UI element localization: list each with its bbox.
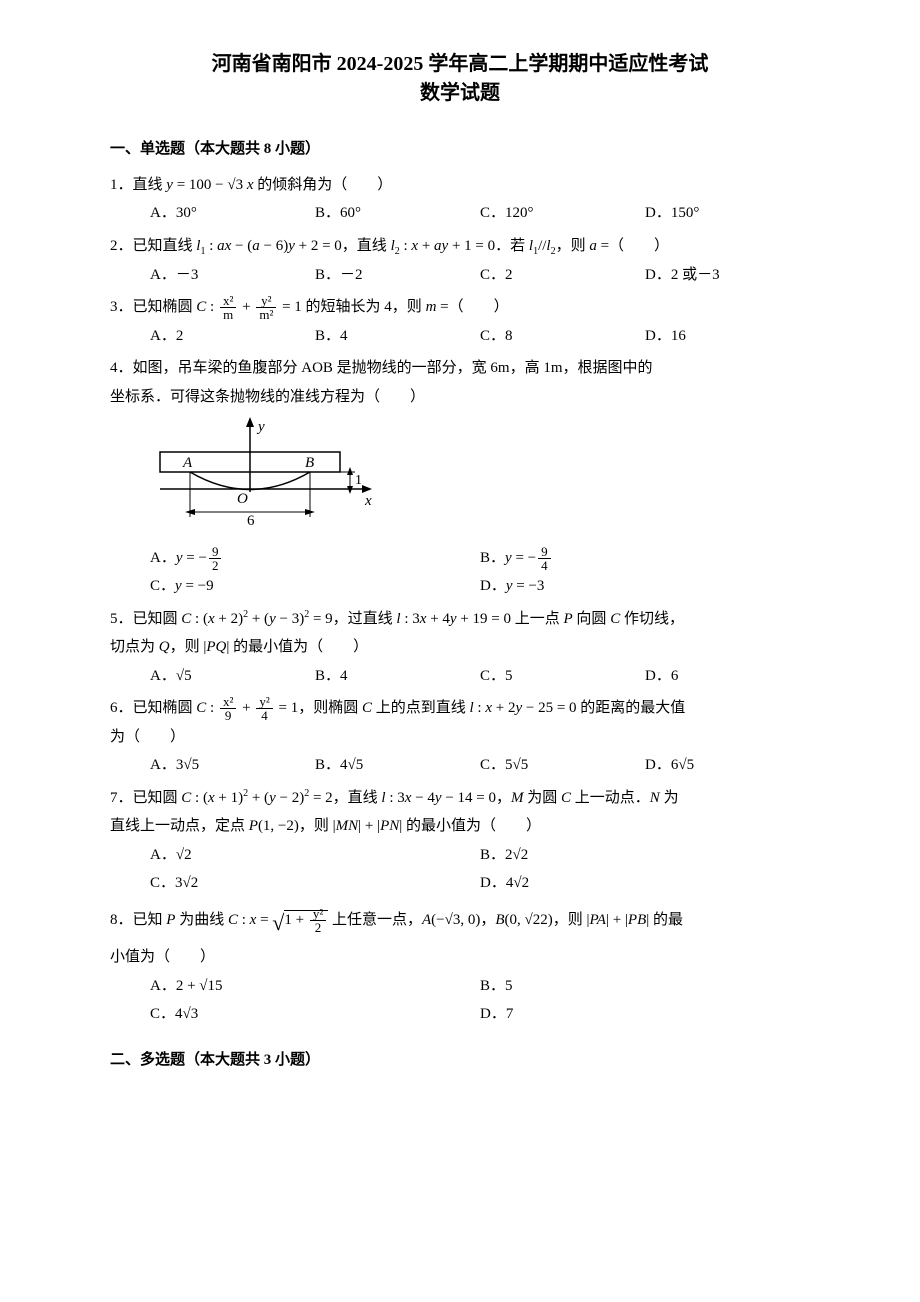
q8-opt-c: C．4√3	[150, 1000, 480, 1029]
section-1-header: 一、单选题（本大题共 8 小题）	[110, 138, 810, 161]
q3-opt-a: A．2	[150, 322, 315, 351]
q7-opt-c: C．3√2	[150, 869, 480, 898]
q5-opt-b: B．4	[315, 662, 480, 691]
q2-opt-d: D．2 或－3	[645, 261, 810, 290]
q7-opt-a: A．√2	[150, 841, 480, 870]
q4-opt-c: C．y = −9	[150, 572, 480, 601]
parabola-beam-icon: y x A B O 6 1	[150, 417, 380, 527]
q1-options: A．30° B．60° C．120° D．150°	[110, 199, 810, 228]
q7-opt-d: D．4√2	[480, 869, 810, 898]
q2-opt-b: B．－2	[315, 261, 480, 290]
q3-num1: x²	[220, 294, 236, 308]
q3-den1: m	[220, 308, 236, 321]
q4-stem-2: 坐标系．可得这条抛物线的准线方程为（ ）	[110, 383, 810, 412]
q8-opt-d: D．7	[480, 1000, 810, 1029]
q4-stem-1: 4．如图，吊车梁的鱼腹部分 AOB 是抛物线的一部分，宽 6m，高 1m，根据图…	[110, 354, 810, 383]
q8-sqrt-den: 2	[310, 921, 326, 934]
q8-options-row1: A．2 + √15 B．5	[110, 972, 810, 1001]
q3-opt-b: B．4	[315, 322, 480, 351]
q5-opt-a: A．√5	[150, 662, 315, 691]
q2-options: A．－3 B．－2 C．2 D．2 或－3	[110, 261, 810, 290]
q3-options: A．2 B．4 C．8 D．16	[110, 322, 810, 351]
q3-opt-d: D．16	[645, 322, 810, 351]
q2-opt-c: C．2	[480, 261, 645, 290]
q4-a-num: 9	[209, 545, 222, 559]
q7-options-row1: A．√2 B．2√2	[110, 841, 810, 870]
q6-den1: 9	[220, 709, 236, 722]
q4-options-row1: A．y = −92 B．y = −94	[110, 544, 810, 573]
origin-label: O	[237, 491, 248, 507]
q7-options-row2: C．3√2 D．4√2	[110, 869, 810, 898]
point-b-label: B	[305, 455, 314, 471]
q4-a-den: 2	[209, 559, 222, 572]
x-axis-label: x	[364, 493, 372, 509]
question-3: 3．已知椭圆 C : x²m + y²m² = 1 的短轴长为 4，则 m =（…	[110, 293, 810, 350]
question-8: 8．已知 P 为曲线 C : x = √1 + y²2 上任意一点，A(−√3,…	[110, 902, 810, 1029]
q1-opt-b: B．60°	[315, 199, 480, 228]
q6-opt-b: B．4√5	[315, 751, 480, 780]
q4-opt-b: B．y = −94	[480, 544, 810, 573]
q6-den2: 4	[256, 709, 272, 722]
q5-stem-1: 5．已知圆 C : (x + 2)2 + (y − 3)2 = 9，过直线 l …	[110, 605, 810, 634]
q4-options-row2: C．y = −9 D．y = −3	[110, 572, 810, 601]
q6-stem-1: 6．已知椭圆 C : x²9 + y²4 = 1，则椭圆 C 上的点到直线 l …	[110, 694, 810, 723]
q5-stem-2: 切点为 Q，则 |PQ| 的最小值为（ ）	[110, 633, 810, 662]
q6-opt-c: C．5√5	[480, 751, 645, 780]
q3-opt-c: C．8	[480, 322, 645, 351]
q7-opt-b: B．2√2	[480, 841, 810, 870]
question-2: 2．已知直线 l1 : ax − (a − 6)y + 2 = 0，直线 l2 …	[110, 232, 810, 290]
q3-den2: m²	[256, 308, 276, 321]
q8-sqrt-num: y²	[310, 907, 326, 921]
y-axis-label: y	[256, 419, 265, 435]
q4-opt-d: D．y = −3	[480, 572, 810, 601]
q6-opt-d: D．6√5	[645, 751, 810, 780]
height-label: 1	[355, 473, 362, 488]
question-7: 7．已知圆 C : (x + 1)2 + (y − 2)2 = 2，直线 l :…	[110, 784, 810, 898]
question-5: 5．已知圆 C : (x + 2)2 + (y − 3)2 = 9，过直线 l …	[110, 605, 810, 691]
q8-opt-a: A．2 + √15	[150, 972, 480, 1001]
q1-opt-a: A．30°	[150, 199, 315, 228]
q6-stem-2: 为（ ）	[110, 723, 810, 752]
question-1: 1．直线 y = 100 − √3 x 的倾斜角为（ ） A．30° B．60°…	[110, 171, 810, 228]
q4-b-num: 9	[538, 545, 551, 559]
question-4: 4．如图，吊车梁的鱼腹部分 AOB 是抛物线的一部分，宽 6m，高 1m，根据图…	[110, 354, 810, 601]
q8-opt-b: B．5	[480, 972, 810, 1001]
q2-stem: 2．已知直线 l1 : ax − (a − 6)y + 2 = 0，直线 l2 …	[110, 232, 810, 261]
q6-opt-a: A．3√5	[150, 751, 315, 780]
q7-stem-1: 7．已知圆 C : (x + 1)2 + (y − 2)2 = 2，直线 l :…	[110, 784, 810, 813]
point-a-label: A	[182, 455, 193, 471]
q2-opt-a: A．－3	[150, 261, 315, 290]
q1-stem: 1．直线 y = 100 − √3 x 的倾斜角为（ ）	[110, 171, 810, 200]
q4-diagram: y x A B O 6 1	[150, 417, 810, 538]
width-label: 6	[247, 513, 255, 527]
q8-stem-2: 小值为（ ）	[110, 943, 810, 972]
section-2-header: 二、多选题（本大题共 3 小题）	[110, 1049, 810, 1072]
q4-opt-a: A．y = −92	[150, 544, 480, 573]
page-title-line2: 数学试题	[110, 78, 810, 108]
q6-options: A．3√5 B．4√5 C．5√5 D．6√5	[110, 751, 810, 780]
q3-stem: 3．已知椭圆 C : x²m + y²m² = 1 的短轴长为 4，则 m =（…	[110, 293, 810, 322]
question-6: 6．已知椭圆 C : x²9 + y²4 = 1，则椭圆 C 上的点到直线 l …	[110, 694, 810, 780]
page-title-line1: 河南省南阳市 2024-2025 学年高二上学期期中适应性考试	[110, 50, 810, 78]
q6-num2: y²	[256, 695, 272, 709]
q3-num2: y²	[256, 294, 276, 308]
q4-b-den: 4	[538, 559, 551, 572]
q1-opt-d: D．150°	[645, 199, 810, 228]
q8-stem-1: 8．已知 P 为曲线 C : x = √1 + y²2 上任意一点，A(−√3,…	[110, 902, 810, 944]
q6-num1: x²	[220, 695, 236, 709]
q5-options: A．√5 B．4 C．5 D．6	[110, 662, 810, 691]
q8-options-row2: C．4√3 D．7	[110, 1000, 810, 1029]
q1-opt-c: C．120°	[480, 199, 645, 228]
q5-opt-d: D．6	[645, 662, 810, 691]
q7-stem-2: 直线上一动点，定点 P(1, −2)，则 |MN| + |PN| 的最小值为（ …	[110, 812, 810, 841]
q5-opt-c: C．5	[480, 662, 645, 691]
